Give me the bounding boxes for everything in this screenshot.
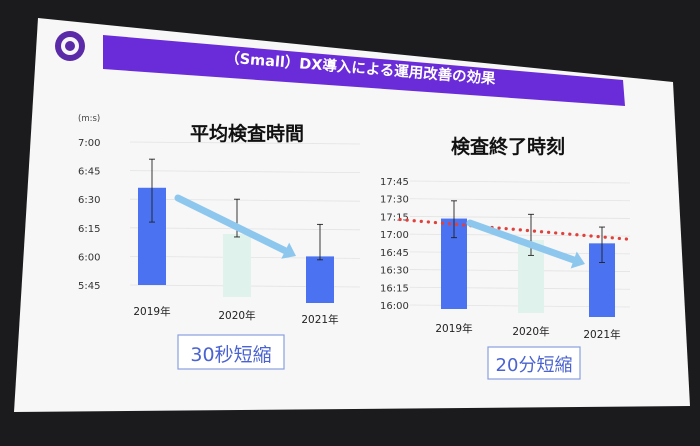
gridline — [129, 141, 361, 145]
y-tick-label: 16:15 — [380, 283, 409, 294]
y-tick-label: 6:45 — [78, 167, 100, 178]
left-callout-box — [177, 334, 285, 370]
gridline — [129, 170, 361, 173]
gridline — [409, 216, 631, 219]
y-tick-label: 17:30 — [380, 195, 409, 206]
slide-canvas — [14, 18, 690, 412]
right-callout-box — [487, 346, 581, 380]
gridline — [409, 198, 631, 202]
x-category-label: 2021年 — [301, 313, 338, 326]
trend-arrow-shaft — [466, 219, 578, 264]
x-category-label: 2020年 — [512, 325, 549, 338]
y-tick-label: 5:45 — [78, 281, 100, 292]
right-callout-text: 20分短縮 — [496, 355, 573, 376]
y-tick-label: 16:00 — [380, 301, 409, 312]
chart-inspection-end-time: 検査終了時刻 16:00 16:15 16:30 16:45 17:00 17:15 17:… — [380, 135, 634, 380]
y-tick-label: 7:00 — [78, 138, 100, 149]
x-category-label: 2021年 — [583, 328, 620, 341]
y-tick-label: 17:45 — [380, 177, 409, 188]
gridline — [409, 180, 631, 184]
x-category-label: 2019年 — [133, 305, 170, 318]
y-tick-label: 6:00 — [78, 252, 100, 263]
x-category-label: 2019年 — [435, 322, 472, 335]
bar — [306, 256, 334, 303]
chart-average-inspection-time: 平均検査時間 (m:s) 5:45 6:00 6:15 6:30 6:45 7:00 20… — [78, 114, 361, 370]
trend-arrow-head — [281, 242, 296, 259]
left-chart-title: 平均検査時間 — [190, 122, 304, 145]
y-tick-label: 17:15 — [380, 212, 409, 223]
faint-bar — [223, 234, 251, 297]
right-chart-title: 検査終了時刻 — [451, 135, 565, 158]
y-tick-label: 17:00 — [380, 230, 409, 241]
y-tick-label: 16:30 — [380, 266, 409, 277]
title-bar — [103, 35, 625, 106]
gridline — [129, 198, 361, 202]
y-tick-label: 16:45 — [380, 248, 409, 259]
y-tick-label: 6:15 — [78, 224, 100, 235]
trend-arrow-head — [570, 251, 585, 269]
left-unit-label: (m:s) — [78, 114, 100, 124]
left-callout-text: 30秒短縮 — [190, 344, 271, 366]
y-tick-label: 6:30 — [78, 195, 100, 206]
x-category-label: 2020年 — [218, 309, 255, 322]
trend-arrow-shaft — [174, 194, 289, 255]
university-logo — [55, 31, 85, 61]
